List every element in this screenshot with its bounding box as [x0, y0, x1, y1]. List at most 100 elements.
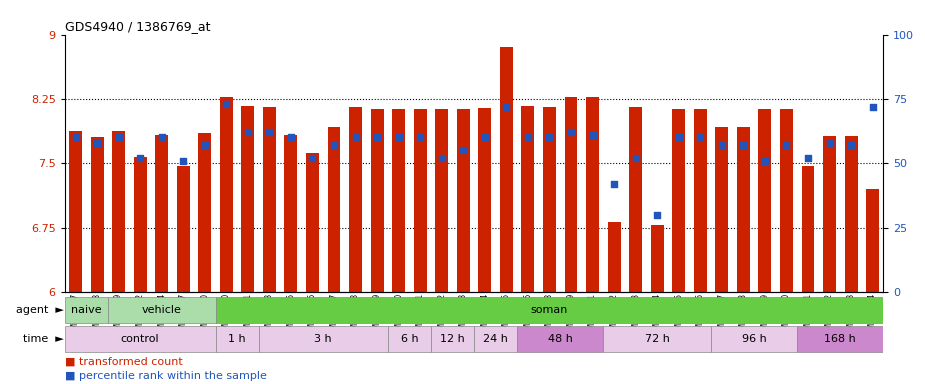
Point	[370, 134, 385, 141]
Point	[111, 134, 126, 141]
Text: time  ►: time ►	[23, 334, 64, 344]
Bar	[413, 109, 426, 292]
Point	[521, 134, 536, 141]
Text: 96 h: 96 h	[742, 334, 767, 344]
Point	[305, 155, 320, 161]
Bar	[155, 135, 168, 292]
Text: 6 h: 6 h	[401, 334, 418, 344]
Point	[607, 181, 622, 187]
Text: 168 h: 168 h	[824, 334, 857, 344]
Point	[542, 134, 557, 141]
Bar	[91, 137, 104, 292]
Point	[197, 142, 212, 148]
Bar	[65, 297, 108, 323]
Text: control: control	[121, 334, 159, 344]
Bar	[241, 106, 254, 292]
Bar	[780, 109, 793, 292]
Text: 1 h: 1 h	[228, 334, 246, 344]
Point	[435, 155, 450, 161]
Bar	[543, 108, 556, 292]
Bar	[758, 109, 771, 292]
Bar	[866, 189, 879, 292]
Bar	[478, 108, 491, 292]
Point	[649, 212, 664, 218]
Text: 24 h: 24 h	[483, 334, 508, 344]
Point	[672, 134, 686, 141]
Bar	[177, 166, 190, 292]
Bar	[711, 326, 797, 352]
Text: 48 h: 48 h	[548, 334, 573, 344]
Point	[262, 129, 277, 136]
Bar	[802, 166, 814, 292]
Bar	[134, 157, 146, 292]
Text: ■ percentile rank within the sample: ■ percentile rank within the sample	[65, 371, 266, 381]
Point	[284, 134, 299, 141]
Point	[391, 134, 406, 141]
Point	[413, 134, 427, 141]
Point	[456, 147, 471, 154]
Point	[736, 142, 751, 148]
Point	[240, 129, 255, 136]
Bar	[220, 97, 233, 292]
Bar	[715, 127, 728, 292]
Bar	[522, 106, 535, 292]
Text: ■ transformed count: ■ transformed count	[65, 357, 182, 367]
Bar	[306, 153, 319, 292]
Bar	[845, 136, 857, 292]
Point	[219, 101, 234, 107]
Bar	[69, 131, 82, 292]
Bar	[112, 131, 125, 292]
Point	[822, 139, 837, 146]
Text: 72 h: 72 h	[645, 334, 670, 344]
Bar	[737, 127, 750, 292]
Bar	[603, 326, 711, 352]
Text: agent  ►: agent ►	[16, 305, 64, 315]
Point	[779, 142, 794, 148]
Bar	[475, 326, 517, 352]
Bar	[586, 97, 599, 292]
Point	[348, 134, 363, 141]
Bar	[216, 326, 259, 352]
Text: GDS4940 / 1386769_at: GDS4940 / 1386769_at	[65, 20, 210, 33]
Bar	[629, 108, 642, 292]
Text: vehicle: vehicle	[142, 305, 181, 315]
Text: 3 h: 3 h	[314, 334, 332, 344]
Point	[327, 142, 341, 148]
Point	[714, 142, 729, 148]
Point	[68, 134, 83, 141]
Bar	[198, 133, 211, 292]
Bar	[650, 225, 663, 292]
Bar	[431, 326, 475, 352]
Bar	[517, 326, 603, 352]
Bar	[457, 109, 470, 292]
Bar	[608, 222, 621, 292]
Bar	[436, 109, 449, 292]
Bar	[108, 297, 216, 323]
Bar	[392, 109, 405, 292]
Point	[176, 157, 191, 164]
Bar	[823, 136, 836, 292]
Point	[628, 155, 643, 161]
Bar	[564, 97, 577, 292]
Text: 12 h: 12 h	[440, 334, 465, 344]
Text: soman: soman	[531, 305, 568, 315]
Bar	[327, 127, 340, 292]
Point	[800, 155, 815, 161]
Bar	[263, 108, 276, 292]
Bar	[694, 109, 707, 292]
Bar	[259, 326, 388, 352]
Bar	[285, 135, 298, 292]
Bar	[216, 297, 883, 323]
Bar	[797, 326, 883, 352]
Point	[563, 129, 578, 136]
Point	[133, 155, 148, 161]
Point	[844, 142, 858, 148]
Bar	[672, 109, 685, 292]
Bar	[349, 108, 362, 292]
Point	[693, 134, 708, 141]
Point	[499, 104, 513, 110]
Point	[90, 139, 105, 146]
Bar	[500, 48, 512, 292]
Point	[154, 134, 169, 141]
Bar	[371, 109, 384, 292]
